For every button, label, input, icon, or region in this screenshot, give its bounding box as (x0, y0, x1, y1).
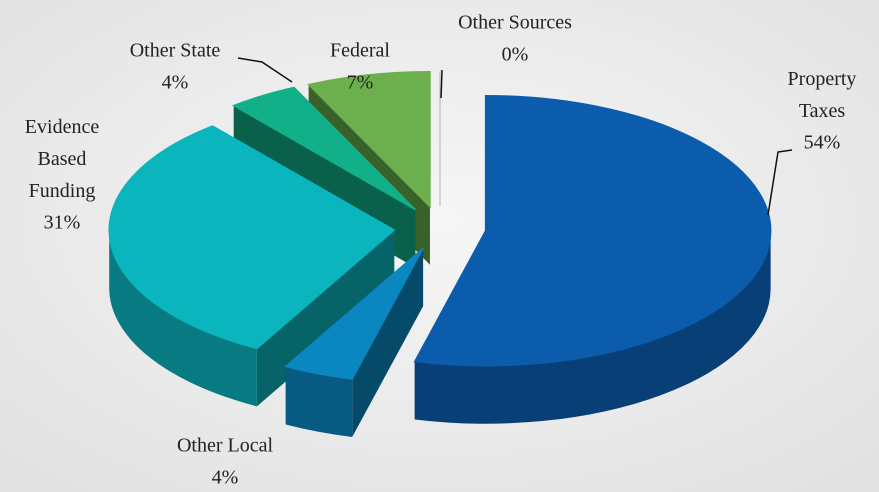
slice-top (284, 247, 424, 380)
label-line: Funding (29, 180, 96, 202)
leader-line (237, 57, 293, 83)
labels: Property Taxes 54% Other Local 4% Evidence Bas… (25, 12, 857, 489)
slice-side (414, 230, 771, 424)
slice-top (413, 94, 772, 367)
slice-label: Other Sources (458, 12, 572, 34)
leader-line (440, 69, 443, 99)
slice-label: Other State (130, 40, 221, 62)
value-label: 31% (44, 212, 81, 234)
value-label: 54% (804, 132, 841, 154)
value-label: 0% (502, 44, 529, 66)
slice-top (108, 125, 396, 350)
slice (413, 94, 772, 424)
slice (284, 247, 424, 438)
slice-label: Federal (330, 40, 390, 62)
label-line: Based (38, 148, 87, 170)
slice-side (109, 230, 257, 407)
slice-label: Other Local (177, 435, 274, 457)
slice-label: Property Taxes (788, 68, 857, 122)
slice-top (231, 86, 416, 211)
leader-line (767, 149, 793, 216)
slice-top (307, 70, 431, 209)
label-line: Taxes (799, 100, 846, 122)
pie (108, 70, 772, 438)
label-line: Evidence (25, 116, 100, 138)
slice-label: Evidence Based Funding (25, 116, 100, 202)
slice-side (285, 366, 353, 438)
value-label: 4% (212, 467, 239, 489)
label-line: Property (788, 68, 857, 90)
value-label: 7% (347, 72, 374, 94)
value-label: 4% (162, 72, 189, 94)
